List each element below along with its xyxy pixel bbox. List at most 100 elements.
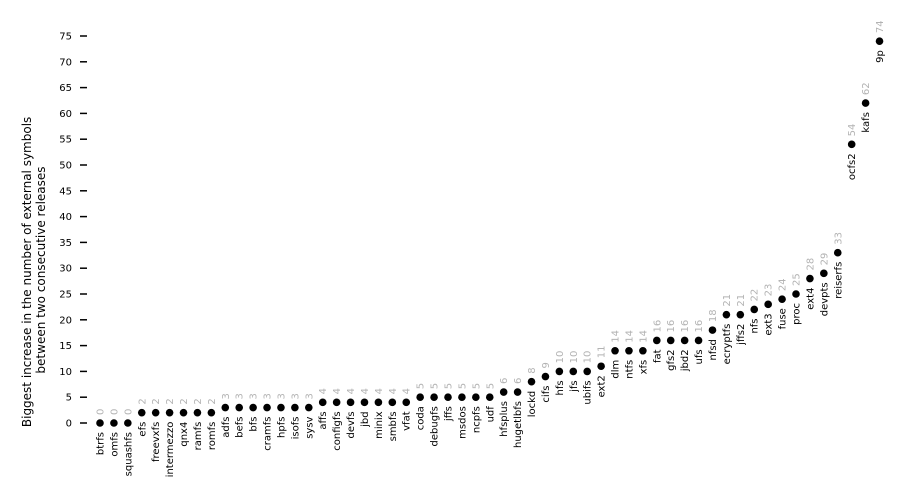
category-label-jbd2: jbd2: [680, 349, 691, 372]
y-axis-title-line-1: Biggest increase in the number of extern…: [20, 117, 34, 427]
point-ext3: [764, 300, 772, 309]
point-btrfs: [96, 419, 104, 427]
value-label-jffs: 5: [444, 383, 455, 389]
point-nfs: [750, 305, 759, 314]
category-label-befs: befs: [235, 417, 246, 438]
value-label-adfs: 3: [221, 393, 232, 399]
value-label-fuse: 24: [778, 278, 789, 291]
category-label-configfs: configfs: [332, 411, 343, 450]
value-label-ubifs: 10: [583, 351, 594, 364]
category-label-ext3: ext3: [764, 313, 775, 335]
value-label-hfsplus: 6: [499, 378, 510, 384]
point-configfs: [332, 398, 341, 407]
y-axis-title: Biggest increase in the number of extern…: [20, 113, 48, 427]
category-label-nfs: nfs: [750, 318, 761, 333]
value-label-lockd: 8: [527, 367, 538, 373]
point-hfsplus: [499, 388, 508, 396]
value-label-devfs: 4: [346, 388, 357, 394]
point-proc: [792, 290, 800, 298]
point-hpfs: [277, 403, 285, 412]
point-isofs: [291, 403, 299, 412]
category-label-btrfs: btrfs: [96, 432, 107, 455]
value-label-intermezzo: 2: [165, 398, 176, 404]
category-label-reiserfs: reiserfs: [833, 262, 844, 299]
category-label-vfat: vfat: [402, 411, 413, 431]
category-label-nfsd: nfsd: [708, 339, 719, 360]
y-axis: 0 5 10 15 20 25 30 35 40 45 50 55 60 65 70 75: [59, 32, 87, 430]
y-tick-label-10: 10: [59, 367, 72, 378]
category-label-coda: coda: [416, 406, 427, 430]
category-label-gfs2: gfs2: [666, 349, 677, 370]
category-label-ext4: ext4: [805, 288, 816, 310]
point-ecryptfs: [722, 310, 731, 319]
y-tick-label-70: 70: [59, 57, 72, 68]
category-label-sysv: sysv: [304, 416, 315, 438]
category-label-jffs2: jffs2: [736, 324, 747, 346]
category-label-hugetlbfs: hugetlbfs: [513, 401, 524, 448]
y-tick-label-20: 20: [59, 315, 72, 326]
point-fat: [653, 336, 661, 345]
y-tick-label-60: 60: [59, 109, 72, 120]
value-label-cifs: 9: [541, 362, 552, 368]
category-label-msdos: msdos: [457, 406, 468, 439]
category-label-devfs: devfs: [346, 411, 357, 438]
point-ext2: [597, 362, 605, 371]
value-label-romfs: 2: [207, 398, 218, 404]
point-jbd: [360, 398, 369, 407]
value-label-ecryptfs: 21: [722, 294, 733, 307]
category-label-ntfs: ntfs: [624, 360, 635, 379]
category-label-cifs: cifs: [541, 386, 552, 403]
value-label-debugfs: 5: [430, 383, 441, 389]
point-kafs: [861, 99, 870, 107]
point-dlm: [611, 346, 619, 355]
value-label-cramfs: 3: [263, 393, 274, 399]
value-label-jfs: 10: [569, 351, 580, 364]
category-label-intermezzo: intermezzo: [165, 422, 176, 478]
value-label-freevxfs: 2: [151, 398, 162, 404]
point-adfs: [221, 403, 230, 412]
value-label-btrfs: 0: [96, 409, 107, 415]
value-label-sysv: 3: [304, 393, 315, 399]
value-label-ocfs2: 54: [847, 124, 858, 137]
category-label-adfs: adfs: [221, 417, 232, 438]
value-label-ntfs: 14: [624, 330, 635, 343]
point-ramfs: [193, 408, 202, 417]
y-tick-label-5: 5: [66, 393, 72, 404]
value-label-configfs: 4: [332, 388, 343, 394]
point-udf: [485, 393, 494, 402]
point-ntfs: [625, 346, 633, 355]
value-label-xfs: 14: [638, 330, 649, 343]
value-label-proc: 25: [792, 273, 803, 286]
value-label-ext4: 28: [805, 258, 816, 271]
point-jffs: [444, 393, 452, 402]
point-cramfs: [263, 403, 271, 412]
point-romfs: [207, 408, 216, 417]
y-tick-label-40: 40: [59, 212, 72, 223]
point-xfs: [639, 346, 647, 355]
y-axis-title-line-2: between two consecutive releases: [34, 166, 48, 373]
category-label-hpfs: hpfs: [276, 417, 287, 438]
point-debugfs: [430, 393, 438, 402]
value-label-befs: 3: [235, 393, 246, 399]
y-tick-label-15: 15: [59, 341, 72, 352]
point-intermezzo: [165, 408, 174, 417]
value-label-jbd: 4: [360, 388, 371, 394]
value-label-qnx4: 2: [179, 398, 190, 404]
point-9p: [875, 37, 884, 45]
y-tick-label-30: 30: [59, 264, 72, 275]
category-label-romfs: romfs: [207, 422, 218, 450]
point-hugetlbfs: [513, 388, 522, 396]
point-sysv: [305, 403, 313, 412]
y-tick-label-45: 45: [59, 186, 72, 197]
category-label-jffs: jffs: [444, 406, 455, 422]
value-label-minix: 4: [374, 388, 385, 394]
point-jfs: [569, 367, 578, 376]
point-ext4: [806, 274, 814, 283]
point-nfsd: [708, 326, 717, 334]
point-devfs: [346, 398, 355, 407]
category-label-cramfs: cramfs: [263, 417, 274, 451]
y-tick-label-0: 0: [66, 419, 72, 430]
category-label-fat: fat: [652, 349, 663, 363]
value-label-omfs: 0: [109, 409, 120, 415]
y-tick-label-75: 75: [59, 32, 72, 43]
